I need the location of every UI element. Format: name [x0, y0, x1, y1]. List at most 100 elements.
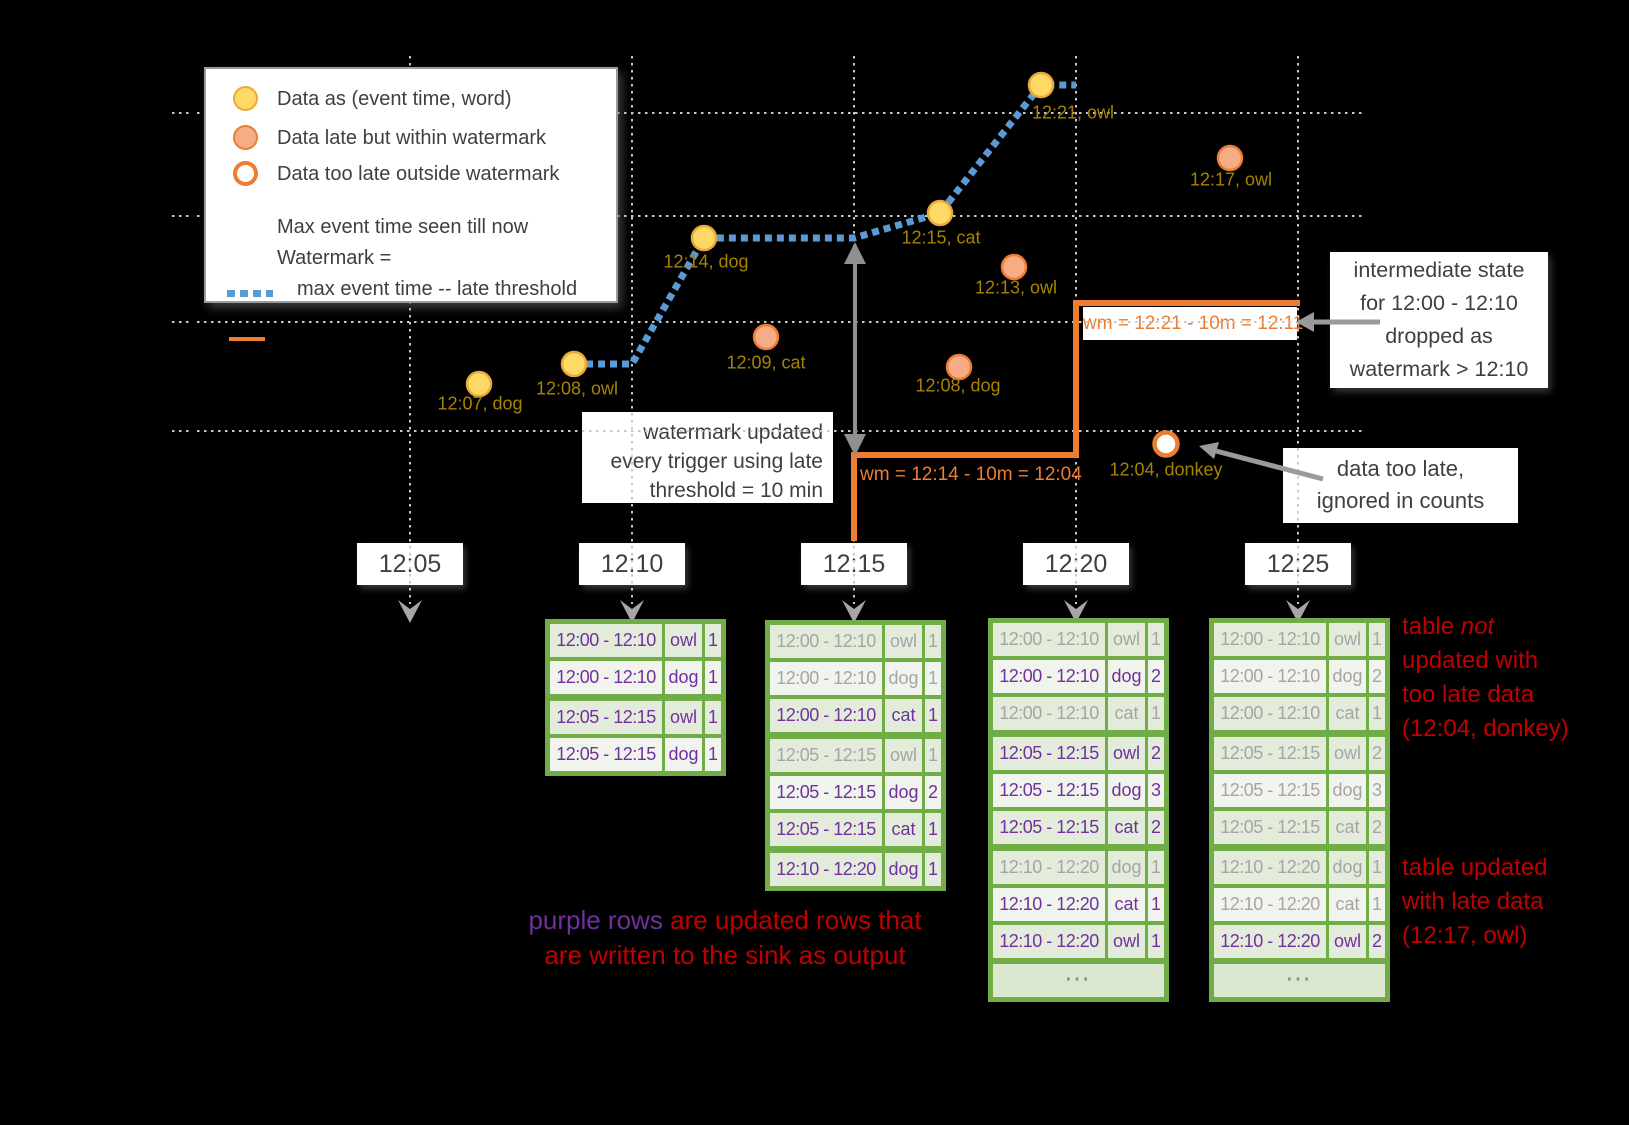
time-label-12-05: 12:05 — [357, 543, 463, 585]
count-cell: 1 — [925, 625, 941, 658]
point-label: 12:08, dog — [915, 375, 1001, 396]
table-row: 12:05 - 12:15 dog 2 — [770, 776, 941, 809]
word-cell: cat — [885, 813, 922, 846]
left-up-arrow-icon — [1199, 442, 1219, 459]
too-late-point-icon — [1152, 430, 1180, 458]
table-row: 12:05 - 12:15 cat 2 — [1214, 811, 1385, 844]
word-cell: dog — [1108, 774, 1145, 807]
callout-line: data too late, — [1336, 456, 1465, 481]
word-cell: dog — [1329, 774, 1366, 807]
table-ellipsis-row: ⋯ — [1214, 964, 1385, 997]
table-row: 12:10 - 12:20 owl 2 — [1214, 925, 1385, 958]
legend-label: Data too late outside watermark — [277, 163, 560, 185]
salmon-dot-icon — [233, 125, 258, 150]
table-row: 12:10 - 12:20 dog 1 — [1214, 851, 1385, 884]
watermark-upper-label: wm = 12:21 - 10m = 12:11 — [1083, 313, 1304, 334]
count-cell: 1 — [705, 661, 721, 694]
window-cell: 12:00 - 12:10 — [1214, 623, 1326, 656]
window-cell: 12:05 - 12:15 — [770, 776, 882, 809]
word-cell: dog — [1329, 851, 1366, 884]
annotation-purple-rows: purple rows are updated rows that are wr… — [500, 903, 950, 973]
legend-label: Data as (event time, word) — [277, 88, 512, 110]
count-cell: 1 — [925, 699, 941, 732]
time-label-text: 12:25 — [1266, 550, 1330, 578]
legend-label: Max event time seen till now — [277, 216, 529, 238]
time-label-12-10: 12:10 — [579, 543, 685, 585]
window-cell: 12:00 - 12:10 — [550, 624, 662, 657]
time-label-12-20: 12:20 — [1023, 543, 1129, 585]
table-row: 12:10 - 12:20 cat 1 — [1214, 888, 1385, 921]
word-cell: dog — [885, 662, 922, 695]
table-row: 12:05 - 12:15 dog 3 — [1214, 774, 1385, 807]
late-point-icon — [1216, 144, 1244, 172]
count-cell: 1 — [925, 813, 941, 846]
count-cell: 2 — [1369, 660, 1385, 693]
word-cell: owl — [665, 701, 702, 734]
result-table-12-10: 12:00 - 12:10 owl 1 12:00 - 12:10 dog 1 12:05 … — [545, 619, 726, 776]
count-cell: 1 — [1148, 623, 1164, 656]
callout-line: threshold = 10 min — [649, 479, 823, 502]
count-cell: 1 — [925, 853, 941, 886]
callout-line: watermark > 12:10 — [1349, 357, 1529, 381]
word-cell: owl — [1329, 925, 1366, 958]
legend-label: Data late but within watermark — [277, 127, 547, 149]
window-cell: 12:00 - 12:10 — [770, 699, 882, 732]
count-cell: 1 — [925, 662, 941, 695]
on-time-point-icon — [465, 370, 493, 398]
max-event-time-line — [574, 81, 1076, 368]
table-row: 12:05 - 12:15 dog 1 — [550, 738, 721, 771]
down-arrow-icon — [844, 434, 866, 456]
window-cell: 12:10 - 12:20 — [1214, 925, 1326, 958]
word-cell: cat — [1108, 811, 1145, 844]
count-cell: 1 — [1369, 623, 1385, 656]
count-cell: 1 — [925, 739, 941, 772]
window-cell: 12:00 - 12:10 — [993, 697, 1105, 730]
table-row: 12:05 - 12:15 owl 1 — [550, 701, 721, 734]
word-cell: dog — [885, 776, 922, 809]
word-cell: dog — [1108, 851, 1145, 884]
window-cell: 12:05 - 12:15 — [1214, 811, 1326, 844]
word-cell: cat — [1329, 811, 1366, 844]
window-cell: 12:05 - 12:15 — [550, 701, 662, 734]
point-label: 12:09, cat — [726, 352, 806, 373]
time-label-text: 12:10 — [600, 550, 664, 578]
watermark-lower-label: wm = 12:14 - 10m = 12:04 — [860, 464, 1082, 485]
point-label: 12:14, dog — [663, 251, 749, 272]
table-ellipsis-row: ⋯ — [993, 964, 1164, 997]
late-point-icon — [1000, 253, 1028, 281]
callout-line: watermark updated — [643, 421, 823, 444]
annotation-line: table updated — [1402, 854, 1548, 881]
annotation-line: table not — [1402, 610, 1569, 644]
word-cell: dog — [1329, 660, 1366, 693]
table-row: 12:00 - 12:10 owl 1 — [770, 625, 941, 658]
annotation-line: with late data — [1402, 888, 1544, 915]
annotation-table-updated: table updated with late data (12:17, owl… — [1402, 851, 1547, 953]
annotation-italic-text: not — [1460, 613, 1495, 640]
table-row: 12:05 - 12:15 owl 2 — [993, 737, 1164, 770]
annotation-line: are written to the sink as output — [544, 940, 906, 970]
count-cell: 1 — [1148, 925, 1164, 958]
table-row: 12:00 - 12:10 dog 2 — [1214, 660, 1385, 693]
window-cell: 12:10 - 12:20 — [993, 925, 1105, 958]
result-table-12-15: 12:00 - 12:10 owl 1 12:00 - 12:10 dog 1 12:00 … — [765, 620, 946, 891]
legend-label: max event time -- late threshold — [297, 278, 578, 300]
annotation-line: purple rows are updated rows that — [500, 903, 950, 938]
time-label-text: 12:20 — [1044, 550, 1108, 578]
table-row: 12:05 - 12:15 cat 1 — [770, 813, 941, 846]
down-arrow-icon — [398, 600, 422, 623]
table-row: 12:05 - 12:15 owl 2 — [1214, 737, 1385, 770]
window-cell: 12:05 - 12:15 — [770, 739, 882, 772]
word-cell: owl — [665, 624, 702, 657]
table-row: 12:10 - 12:20 owl 1 — [993, 925, 1164, 958]
on-time-point-icon — [560, 350, 588, 378]
word-cell: cat — [1108, 888, 1145, 921]
word-cell: dog — [665, 661, 702, 694]
intermediate-state-callout: intermediate state for 12:00 - 12:10 dro… — [1330, 252, 1548, 388]
callout-line: intermediate state — [1353, 258, 1525, 282]
count-cell: 1 — [705, 738, 721, 771]
purple-rows-text: purple rows — [528, 905, 663, 935]
window-cell: 12:10 - 12:20 — [1214, 851, 1326, 884]
trigger-note-callout: watermark updated every trigger using la… — [582, 412, 833, 503]
annotation-text: table — [1402, 613, 1461, 640]
count-cell: 1 — [1369, 888, 1385, 921]
